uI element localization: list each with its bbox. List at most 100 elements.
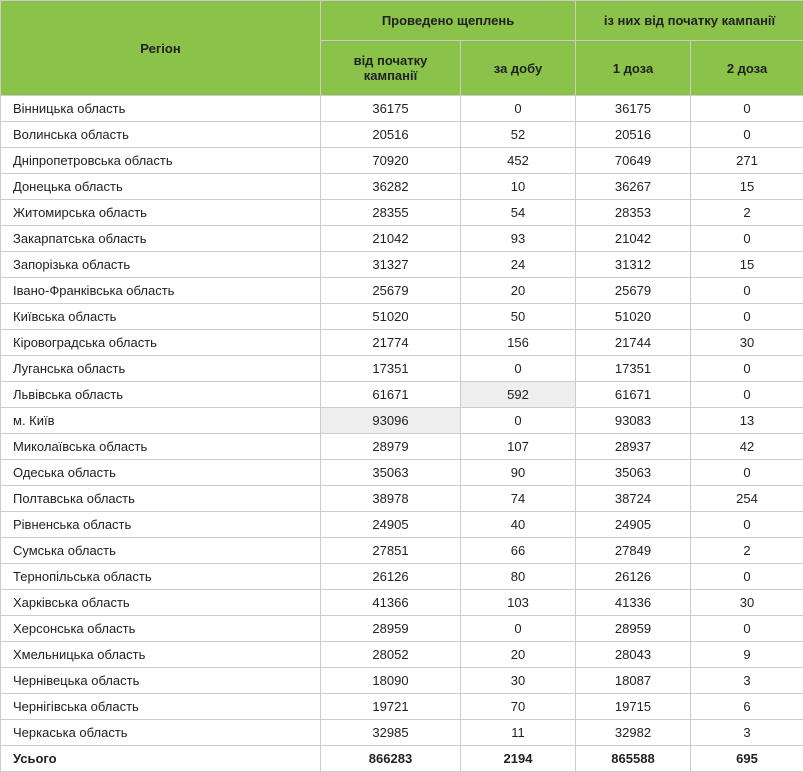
table-row: Луганська область173510173510 — [1, 356, 803, 382]
cell-region: Черкаська область — [1, 720, 321, 746]
cell-c1: 38978 — [321, 486, 461, 512]
cell-c4: 0 — [691, 278, 803, 304]
cell-c3: 19715 — [576, 694, 691, 720]
table-row: Кіровоградська область217741562174430 — [1, 330, 803, 356]
cell-c4: 13 — [691, 408, 803, 434]
cell-c4: 30 — [691, 330, 803, 356]
cell-c4: 0 — [691, 382, 803, 408]
cell-c1: 35063 — [321, 460, 461, 486]
cell-c2: 20 — [461, 278, 576, 304]
table-row: Херсонська область289590289590 — [1, 616, 803, 642]
cell-c2: 40 — [461, 512, 576, 538]
cell-c4: 15 — [691, 252, 803, 278]
table-row: Житомирська область2835554283532 — [1, 200, 803, 226]
cell-c4: 0 — [691, 356, 803, 382]
cell-c2: 10 — [461, 174, 576, 200]
cell-c1: 28052 — [321, 642, 461, 668]
cell-c3: 35063 — [576, 460, 691, 486]
cell-region: Чернігівська область — [1, 694, 321, 720]
cell-c1: 36282 — [321, 174, 461, 200]
cell-c3: 32982 — [576, 720, 691, 746]
cell-c1: 36175 — [321, 96, 461, 122]
table-row-total: Усього8662832194865588695 — [1, 746, 803, 772]
header-dose2: 2 доза — [691, 41, 803, 96]
cell-c2: 50 — [461, 304, 576, 330]
table-header: Регіон Проведено щеплень із них від поча… — [1, 1, 803, 96]
cell-c3: 51020 — [576, 304, 691, 330]
cell-c1: 18090 — [321, 668, 461, 694]
cell-region-total: Усього — [1, 746, 321, 772]
table-row: Чернівецька область1809030180873 — [1, 668, 803, 694]
table-body: Вінницька область361750361750Волинська о… — [1, 96, 803, 772]
cell-region: Івано-Франківська область — [1, 278, 321, 304]
table-row: Івано-Франківська область2567920256790 — [1, 278, 803, 304]
vaccination-table: Регіон Проведено щеплень із них від поча… — [0, 0, 803, 772]
cell-c1: 61671 — [321, 382, 461, 408]
cell-c4: 0 — [691, 512, 803, 538]
cell-c2: 0 — [461, 616, 576, 642]
header-group-vaccinations: Проведено щеплень — [321, 1, 576, 41]
cell-c2: 52 — [461, 122, 576, 148]
cell-c2: 80 — [461, 564, 576, 590]
cell-region: Вінницька область — [1, 96, 321, 122]
table-row: Рівненська область2490540249050 — [1, 512, 803, 538]
cell-c2: 11 — [461, 720, 576, 746]
table-row: Одеська область3506390350630 — [1, 460, 803, 486]
cell-c1: 93096 — [321, 408, 461, 434]
header-region: Регіон — [1, 1, 321, 96]
cell-c2: 0 — [461, 96, 576, 122]
cell-c4: 2 — [691, 538, 803, 564]
cell-c2: 70 — [461, 694, 576, 720]
cell-c2: 452 — [461, 148, 576, 174]
table-row: Тернопільська область2612680261260 — [1, 564, 803, 590]
cell-c3: 41336 — [576, 590, 691, 616]
table-row: Харківська область413661034133630 — [1, 590, 803, 616]
table-row: Хмельницька область2805220280439 — [1, 642, 803, 668]
cell-c3: 36267 — [576, 174, 691, 200]
cell-c1: 28959 — [321, 616, 461, 642]
table-row: Вінницька область361750361750 — [1, 96, 803, 122]
cell-c4: 30 — [691, 590, 803, 616]
cell-c4: 271 — [691, 148, 803, 174]
cell-c1: 32985 — [321, 720, 461, 746]
cell-c1: 17351 — [321, 356, 461, 382]
cell-c4: 3 — [691, 668, 803, 694]
table-row: Донецька область36282103626715 — [1, 174, 803, 200]
cell-region: Миколаївська область — [1, 434, 321, 460]
cell-c3: 38724 — [576, 486, 691, 512]
cell-c4: 42 — [691, 434, 803, 460]
header-dose1: 1 доза — [576, 41, 691, 96]
cell-c1: 51020 — [321, 304, 461, 330]
cell-c2: 66 — [461, 538, 576, 564]
cell-c4: 0 — [691, 96, 803, 122]
cell-c3: 28959 — [576, 616, 691, 642]
table-row: Волинська область2051652205160 — [1, 122, 803, 148]
cell-c3: 18087 — [576, 668, 691, 694]
cell-c4: 0 — [691, 304, 803, 330]
cell-region: Волинська область — [1, 122, 321, 148]
cell-c1: 20516 — [321, 122, 461, 148]
cell-c3: 20516 — [576, 122, 691, 148]
cell-c4: 0 — [691, 616, 803, 642]
cell-c2: 20 — [461, 642, 576, 668]
cell-region: Хмельницька область — [1, 642, 321, 668]
table-row: м. Київ9309609308313 — [1, 408, 803, 434]
table-row: Дніпропетровська область7092045270649271 — [1, 148, 803, 174]
cell-region: Запорізька область — [1, 252, 321, 278]
cell-c3: 21744 — [576, 330, 691, 356]
header-since-start: від початку кампанії — [321, 41, 461, 96]
cell-c1: 21042 — [321, 226, 461, 252]
cell-c1: 28979 — [321, 434, 461, 460]
cell-c3: 28353 — [576, 200, 691, 226]
cell-c1: 25679 — [321, 278, 461, 304]
cell-c3: 61671 — [576, 382, 691, 408]
cell-region: Сумська область — [1, 538, 321, 564]
cell-c3: 28043 — [576, 642, 691, 668]
cell-c3-total: 865588 — [576, 746, 691, 772]
cell-c1: 70920 — [321, 148, 461, 174]
cell-c3: 36175 — [576, 96, 691, 122]
cell-region: м. Київ — [1, 408, 321, 434]
cell-region: Київська область — [1, 304, 321, 330]
cell-c4: 0 — [691, 226, 803, 252]
cell-c2: 24 — [461, 252, 576, 278]
